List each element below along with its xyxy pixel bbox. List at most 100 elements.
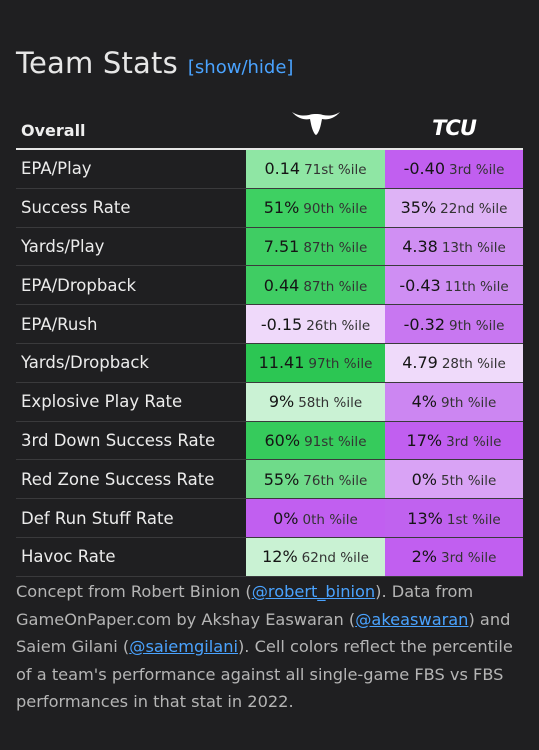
team2-percentile: 5th %ile [441,472,497,489]
team2-value-cell: 35% 22nd %ile [385,188,523,228]
table-row: Yards/Dropback 11.41 97th %ile 4.79 28th %il… [16,343,523,383]
team1-header [246,100,385,150]
team1-percentile: 87th %ile [303,239,368,256]
stat-name: Def Run Stuff Rate [16,498,246,538]
footer-note: Concept from Robert Binion (@robert_bini… [16,578,526,716]
stat-name: EPA/Dropback [16,265,246,306]
team1-value-cell: 55% 76th %ile [246,459,385,500]
team2-value-cell: -0.43 11th %ile [385,265,523,306]
stat-name: Havoc Rate [16,537,246,577]
team2-percentile: 22nd %ile [440,201,508,218]
robert-binion-link[interactable]: @robert_binion [251,582,376,601]
team1-stat-value: 0% [273,508,299,528]
team2-value-cell: 4.79 28th %ile [385,343,523,383]
team2-value-cell: 13% 1st %ile [385,498,523,538]
team1-percentile: 0th %ile [302,511,358,528]
team1-stat-value: 55% [263,469,300,489]
footer-text-1: Concept from Robert Binion ( [16,582,252,601]
team1-value-cell: 0% 0th %ile [246,498,385,538]
team2-percentile: 1st %ile [446,511,501,528]
stat-name: Red Zone Success Rate [16,459,246,500]
team1-percentile: 26th %ile [306,317,371,334]
stat-name: EPA/Play [16,149,246,189]
table-row: EPA/Rush -0.15 26th %ile -0.32 9th %ile [16,304,523,344]
team2-value-cell: 2% 3rd %ile [385,537,523,577]
team2-value-cell: 4% 9th %ile [385,382,523,422]
team1-stat-value: 0.14 [264,159,301,179]
team1-percentile: 90th %ile [303,201,368,218]
team1-value-cell: 7.51 87th %ile [246,227,385,267]
stat-name: Yards/Play [16,227,246,267]
team2-value-cell: -0.32 9th %ile [385,304,523,344]
stat-name: Explosive Play Rate [16,382,246,422]
team2-stat-value: 4% [411,392,437,412]
team1-value-cell: -0.15 26th %ile [246,304,385,344]
team2-value-cell: 17% 3rd %ile [385,421,523,461]
team1-stat-value: 11.41 [258,353,305,373]
team2-percentile: 9th %ile [441,395,497,412]
team1-stat-value: -0.15 [260,314,303,334]
table-row: Yards/Play 7.51 87th %ile 4.38 13th %ile [16,227,523,267]
stat-name: Success Rate [16,188,246,228]
show-hide-toggle[interactable]: [show/hide] [187,57,294,78]
team2-stat-value: -0.43 [399,275,441,295]
tcu-wordmark-icon: TCU [432,116,477,140]
team1-value-cell: 11.41 97th %ile [246,343,385,383]
stat-name: Yards/Dropback [16,343,246,383]
team1-stat-value: 60% [264,430,301,450]
team2-percentile: 3rd %ile [440,550,497,567]
footer-text-2: ). Data from GameOnPaper.com by Akshay E… [16,582,474,629]
team2-stat-value: 4.79 [402,353,438,373]
team2-percentile: 13th %ile [441,239,506,256]
team1-stat-value: 7.51 [263,236,300,256]
team1-stat-value: 51% [263,198,300,218]
team1-stat-value: 0.44 [263,275,300,295]
team1-percentile: 76th %ile [303,472,368,489]
team2-stat-value: -0.32 [403,314,446,334]
team2-value-cell: 4.38 13th %ile [385,227,523,267]
team2-stat-value: 4.38 [402,236,438,256]
table-row: 3rd Down Success Rate 60% 91st %ile 17% 3rd … [16,421,523,461]
table-row: Success Rate 51% 90th %ile 35% 22nd %ile [16,188,523,228]
team1-value-cell: 0.44 87th %ile [246,265,385,306]
team2-stat-value: 2% [411,547,437,567]
akeaswaran-link[interactable]: @akeaswaran [355,609,469,629]
team2-stat-value: 35% [400,198,437,218]
table-row: EPA/Play 0.14 71st %ile -0.40 3rd %ile [16,149,523,189]
team2-stat-value: 17% [406,430,443,450]
team2-stat-value: 13% [407,508,443,528]
stat-name: EPA/Rush [16,304,246,344]
team2-value-cell: -0.40 3rd %ile [385,149,523,189]
team1-stat-value: 12% [262,547,298,567]
team1-percentile: 91st %ile [304,433,367,450]
page-title: Team Stats [16,46,178,80]
team1-percentile: 58th %ile [298,395,363,412]
saiemgilani-link[interactable]: @saiemgilani [129,637,238,656]
team1-value-cell: 9% 58th %ile [246,382,385,422]
table-row: EPA/Dropback 0.44 87th %ile -0.43 11th %ile [16,265,523,306]
table-row: Red Zone Success Rate 55% 76th %ile 0% 5th %… [16,459,523,500]
stat-name: 3rd Down Success Rate [16,421,246,461]
footer-text-4: ). Cell colors reflect the percentile of… [16,637,513,711]
team2-percentile: 3rd %ile [446,433,502,450]
team-stats-table: Overall TCU EPA/Play 0.14 71st %ile -0.40 3r… [16,100,523,577]
team2-percentile: 9th %ile [449,317,505,334]
title-row: Team Stats [show/hide] [16,46,293,86]
team1-percentile: 71st %ile [304,162,367,179]
team2-stat-value: 0% [411,469,437,489]
team1-value-cell: 12% 62nd %ile [246,537,385,577]
team1-percentile: 87th %ile [303,278,368,295]
team2-percentile: 3rd %ile [449,162,505,179]
team2-percentile: 11th %ile [444,278,509,295]
team1-value-cell: 51% 90th %ile [246,188,385,228]
table-row: Havoc Rate 12% 62nd %ile 2% 3rd %ile [16,537,523,577]
texas-longhorn-icon [291,110,340,148]
table-row: Explosive Play Rate 9% 58th %ile 4% 9th %ile [16,382,523,422]
team2-percentile: 28th %ile [441,356,506,373]
footer-text-3: ) and Saiem Gilani ( [16,609,511,657]
team1-stat-value: 9% [268,392,295,412]
team1-percentile: 62nd %ile [301,550,369,567]
overall-header: Overall [16,100,246,150]
team2-stat-value: -0.40 [403,159,445,179]
team1-percentile: 97th %ile [308,356,373,373]
